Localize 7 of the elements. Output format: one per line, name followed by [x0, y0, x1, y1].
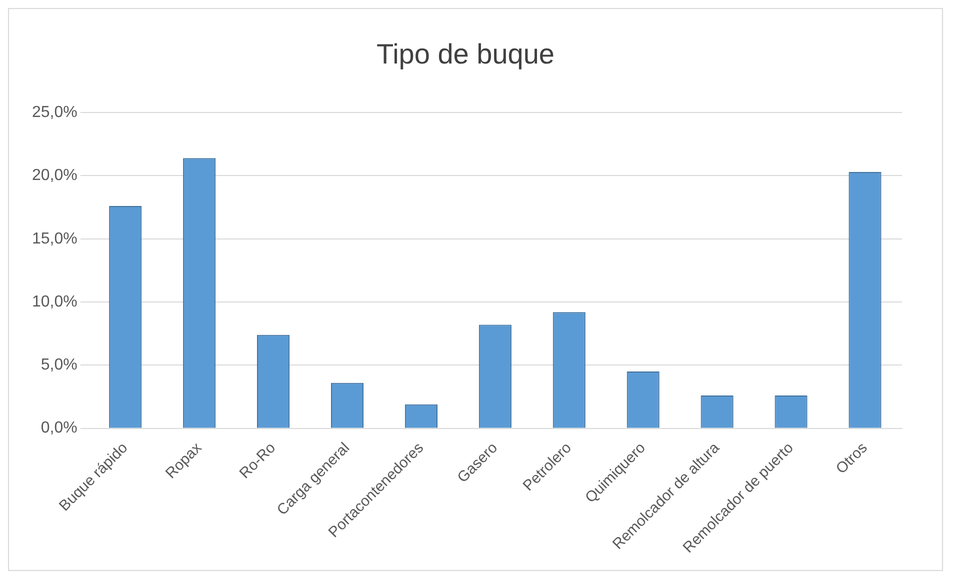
- y-tick-label: 20,0%: [32, 167, 78, 184]
- y-tick-label: 0,0%: [40, 420, 78, 437]
- y-tick-label: 10,0%: [32, 293, 78, 310]
- y-tick-label: 5,0%: [40, 356, 78, 374]
- y-tick-label: 15,0%: [32, 230, 78, 248]
- chart-title: Tipo de buque: [376, 38, 554, 70]
- y-tick-label: 25,0%: [32, 104, 78, 122]
